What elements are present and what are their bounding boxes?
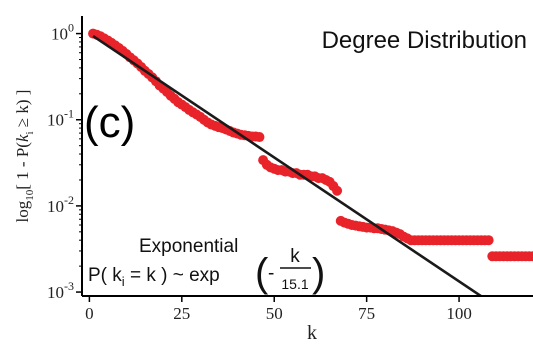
y-tick-label: 10-2 xyxy=(47,193,74,216)
annotation-rhs: = k ) ~ exp xyxy=(125,265,220,286)
y-label-log-sub: 10 xyxy=(24,189,36,201)
x-axis-label: k xyxy=(307,322,317,344)
x-tick-label: 25 xyxy=(173,304,190,323)
axis-ticks: 0 25 50 75 100 100 10-1 10-2 10-3 xyxy=(47,21,472,323)
fit-line xyxy=(92,34,484,296)
x-tick-label: 100 xyxy=(446,304,472,323)
panel-label: (c) xyxy=(84,98,135,147)
chart-title: Degree Distribution xyxy=(322,27,527,54)
y-tick-label: 10-3 xyxy=(47,279,74,302)
y-label-open: [ 1 - P( xyxy=(13,142,32,190)
x-tick-label: 75 xyxy=(358,304,375,323)
annotation-numerator: k xyxy=(290,246,300,267)
annotation-open-paren: ( xyxy=(255,251,269,295)
annotation-formula: P( ki = k ) ~ exp xyxy=(88,265,220,289)
annotation-lhs: P( k xyxy=(88,265,122,286)
data-point xyxy=(483,235,494,246)
data-points xyxy=(88,28,533,262)
y-axis-label: log10[ 1 - P(ki ≥ k) ] xyxy=(13,90,36,223)
fit-annotation: Exponential P( ki = k ) ~ exp ( - k 15.1… xyxy=(88,236,325,295)
y-tick-label: 100 xyxy=(51,21,74,44)
annotation-minus: - xyxy=(268,263,274,284)
annotation-close-paren: ) xyxy=(312,251,325,295)
data-point xyxy=(254,132,265,143)
y-tick-label: 10-1 xyxy=(47,107,74,130)
fit-line-group xyxy=(92,34,484,296)
annotation-denominator: 15.1 xyxy=(281,276,308,292)
data-point xyxy=(332,185,343,196)
annotation-lhs-sub: i xyxy=(122,274,125,289)
annotation-heading: Exponential xyxy=(139,236,238,257)
y-label-log: log xyxy=(13,200,32,222)
y-label-k-sub: i xyxy=(24,131,36,134)
y-label-k: k xyxy=(13,134,32,142)
x-tick-label: 0 xyxy=(85,304,94,323)
data-point xyxy=(528,251,533,262)
x-tick-label: 50 xyxy=(266,304,283,323)
y-label-rest: ≥ k) ] xyxy=(13,90,32,132)
